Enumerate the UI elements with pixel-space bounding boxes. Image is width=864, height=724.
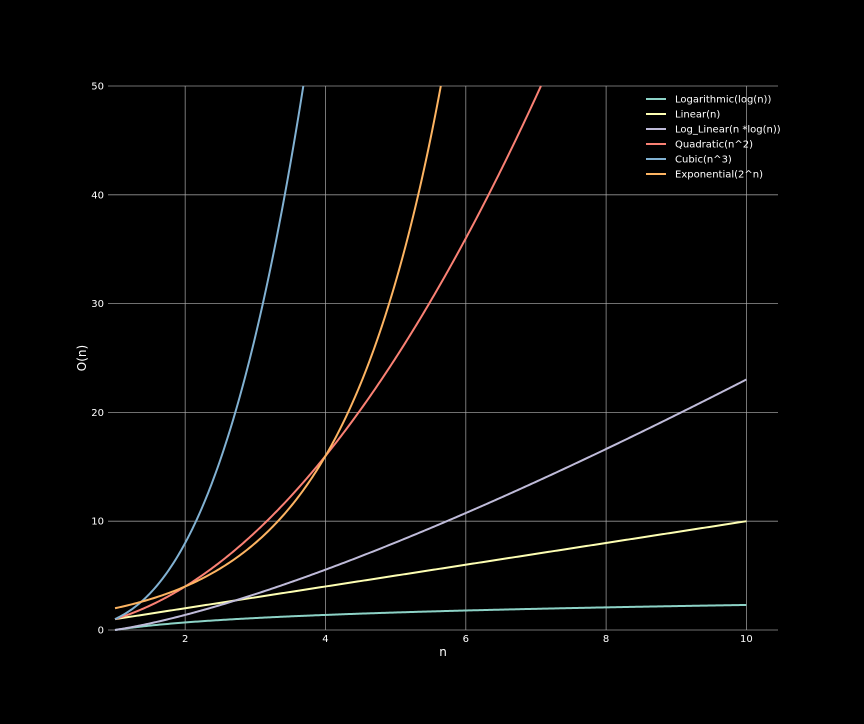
y-tick-label: 10 — [91, 517, 104, 528]
series-line-1 — [114, 603, 747, 631]
grid-layer — [108, 85, 778, 631]
y-tick-label: 50 — [91, 82, 104, 93]
series-line-5 — [114, 85, 305, 621]
x-tick-label: 6 — [463, 634, 469, 645]
legend-label: Linear(n) — [675, 110, 720, 121]
legend-label: Logarithmic(log(n)) — [675, 95, 771, 106]
series-line-3 — [114, 378, 747, 631]
legend: Logarithmic(log(n)) Linear(n) Log_Linear(n… — [646, 95, 781, 181]
series-line-6 — [114, 85, 442, 610]
legend-label: Exponential(2^n) — [675, 170, 763, 181]
legend-label: Log_Linear(n *log(n)) — [675, 125, 781, 136]
x-tick-label: 4 — [322, 634, 328, 645]
series-layer — [114, 85, 747, 631]
y-tick-label: 0 — [98, 626, 104, 637]
tick-layer: 2 4 6 8 10 0 10 20 30 40 50 — [91, 82, 753, 646]
y-axis-label: O(n) — [75, 345, 89, 371]
x-tick-label: 8 — [603, 634, 609, 645]
y-tick-label: 20 — [91, 408, 104, 419]
series-line-2 — [114, 520, 747, 621]
x-tick-label: 10 — [740, 634, 753, 645]
y-tick-label: 40 — [91, 190, 104, 201]
y-tick-label: 30 — [91, 299, 104, 310]
x-axis-label: n — [439, 645, 447, 659]
x-tick-label: 2 — [182, 634, 188, 645]
legend-label: Cubic(n^3) — [675, 155, 732, 166]
legend-label: Quadratic(n^2) — [675, 140, 753, 151]
